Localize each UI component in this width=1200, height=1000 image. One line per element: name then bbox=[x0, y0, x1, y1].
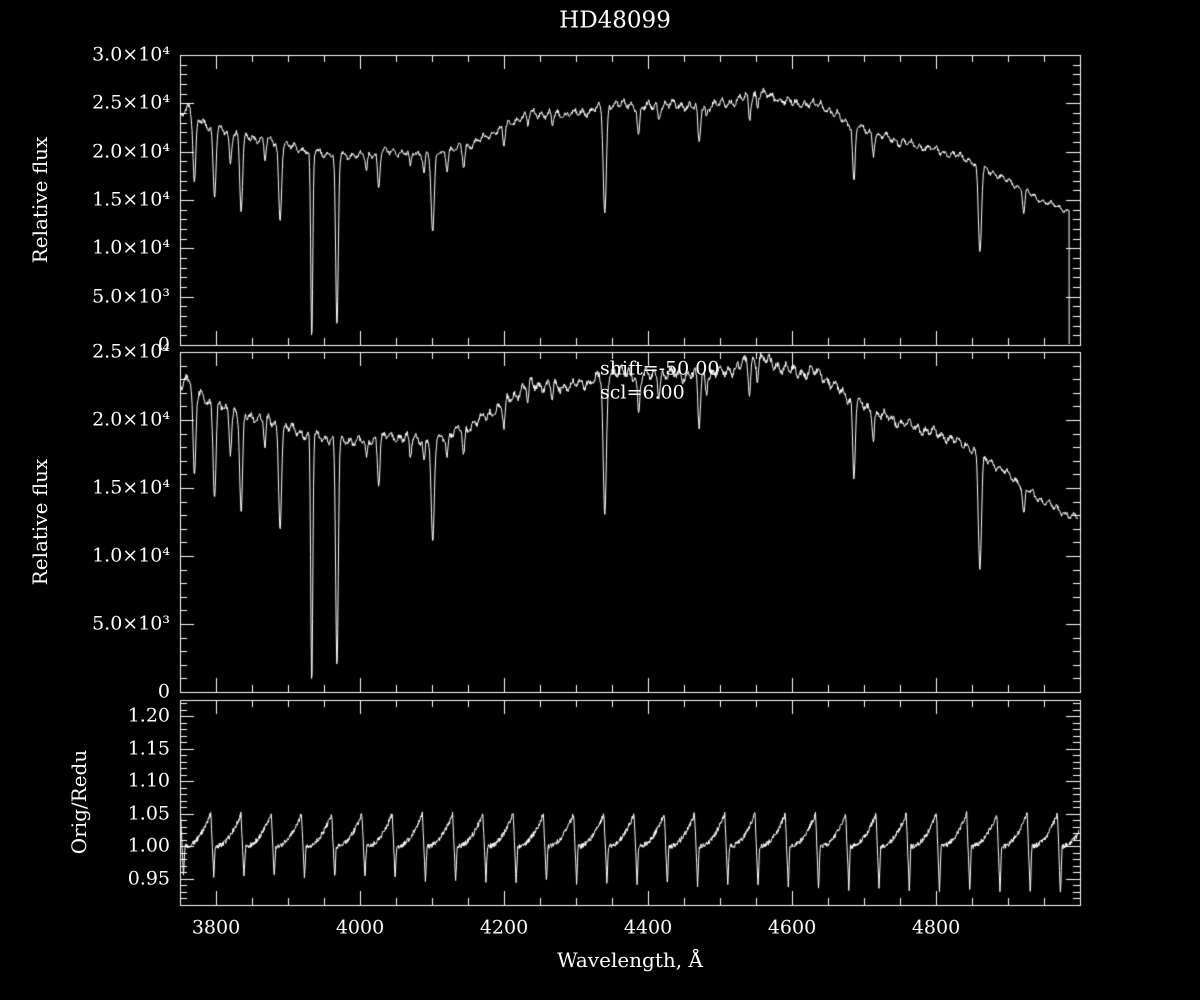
plot-canvas bbox=[0, 0, 1200, 1000]
spectrum-figure: HD48099 Wavelength, Å Relative flux Rela… bbox=[0, 0, 1200, 1000]
